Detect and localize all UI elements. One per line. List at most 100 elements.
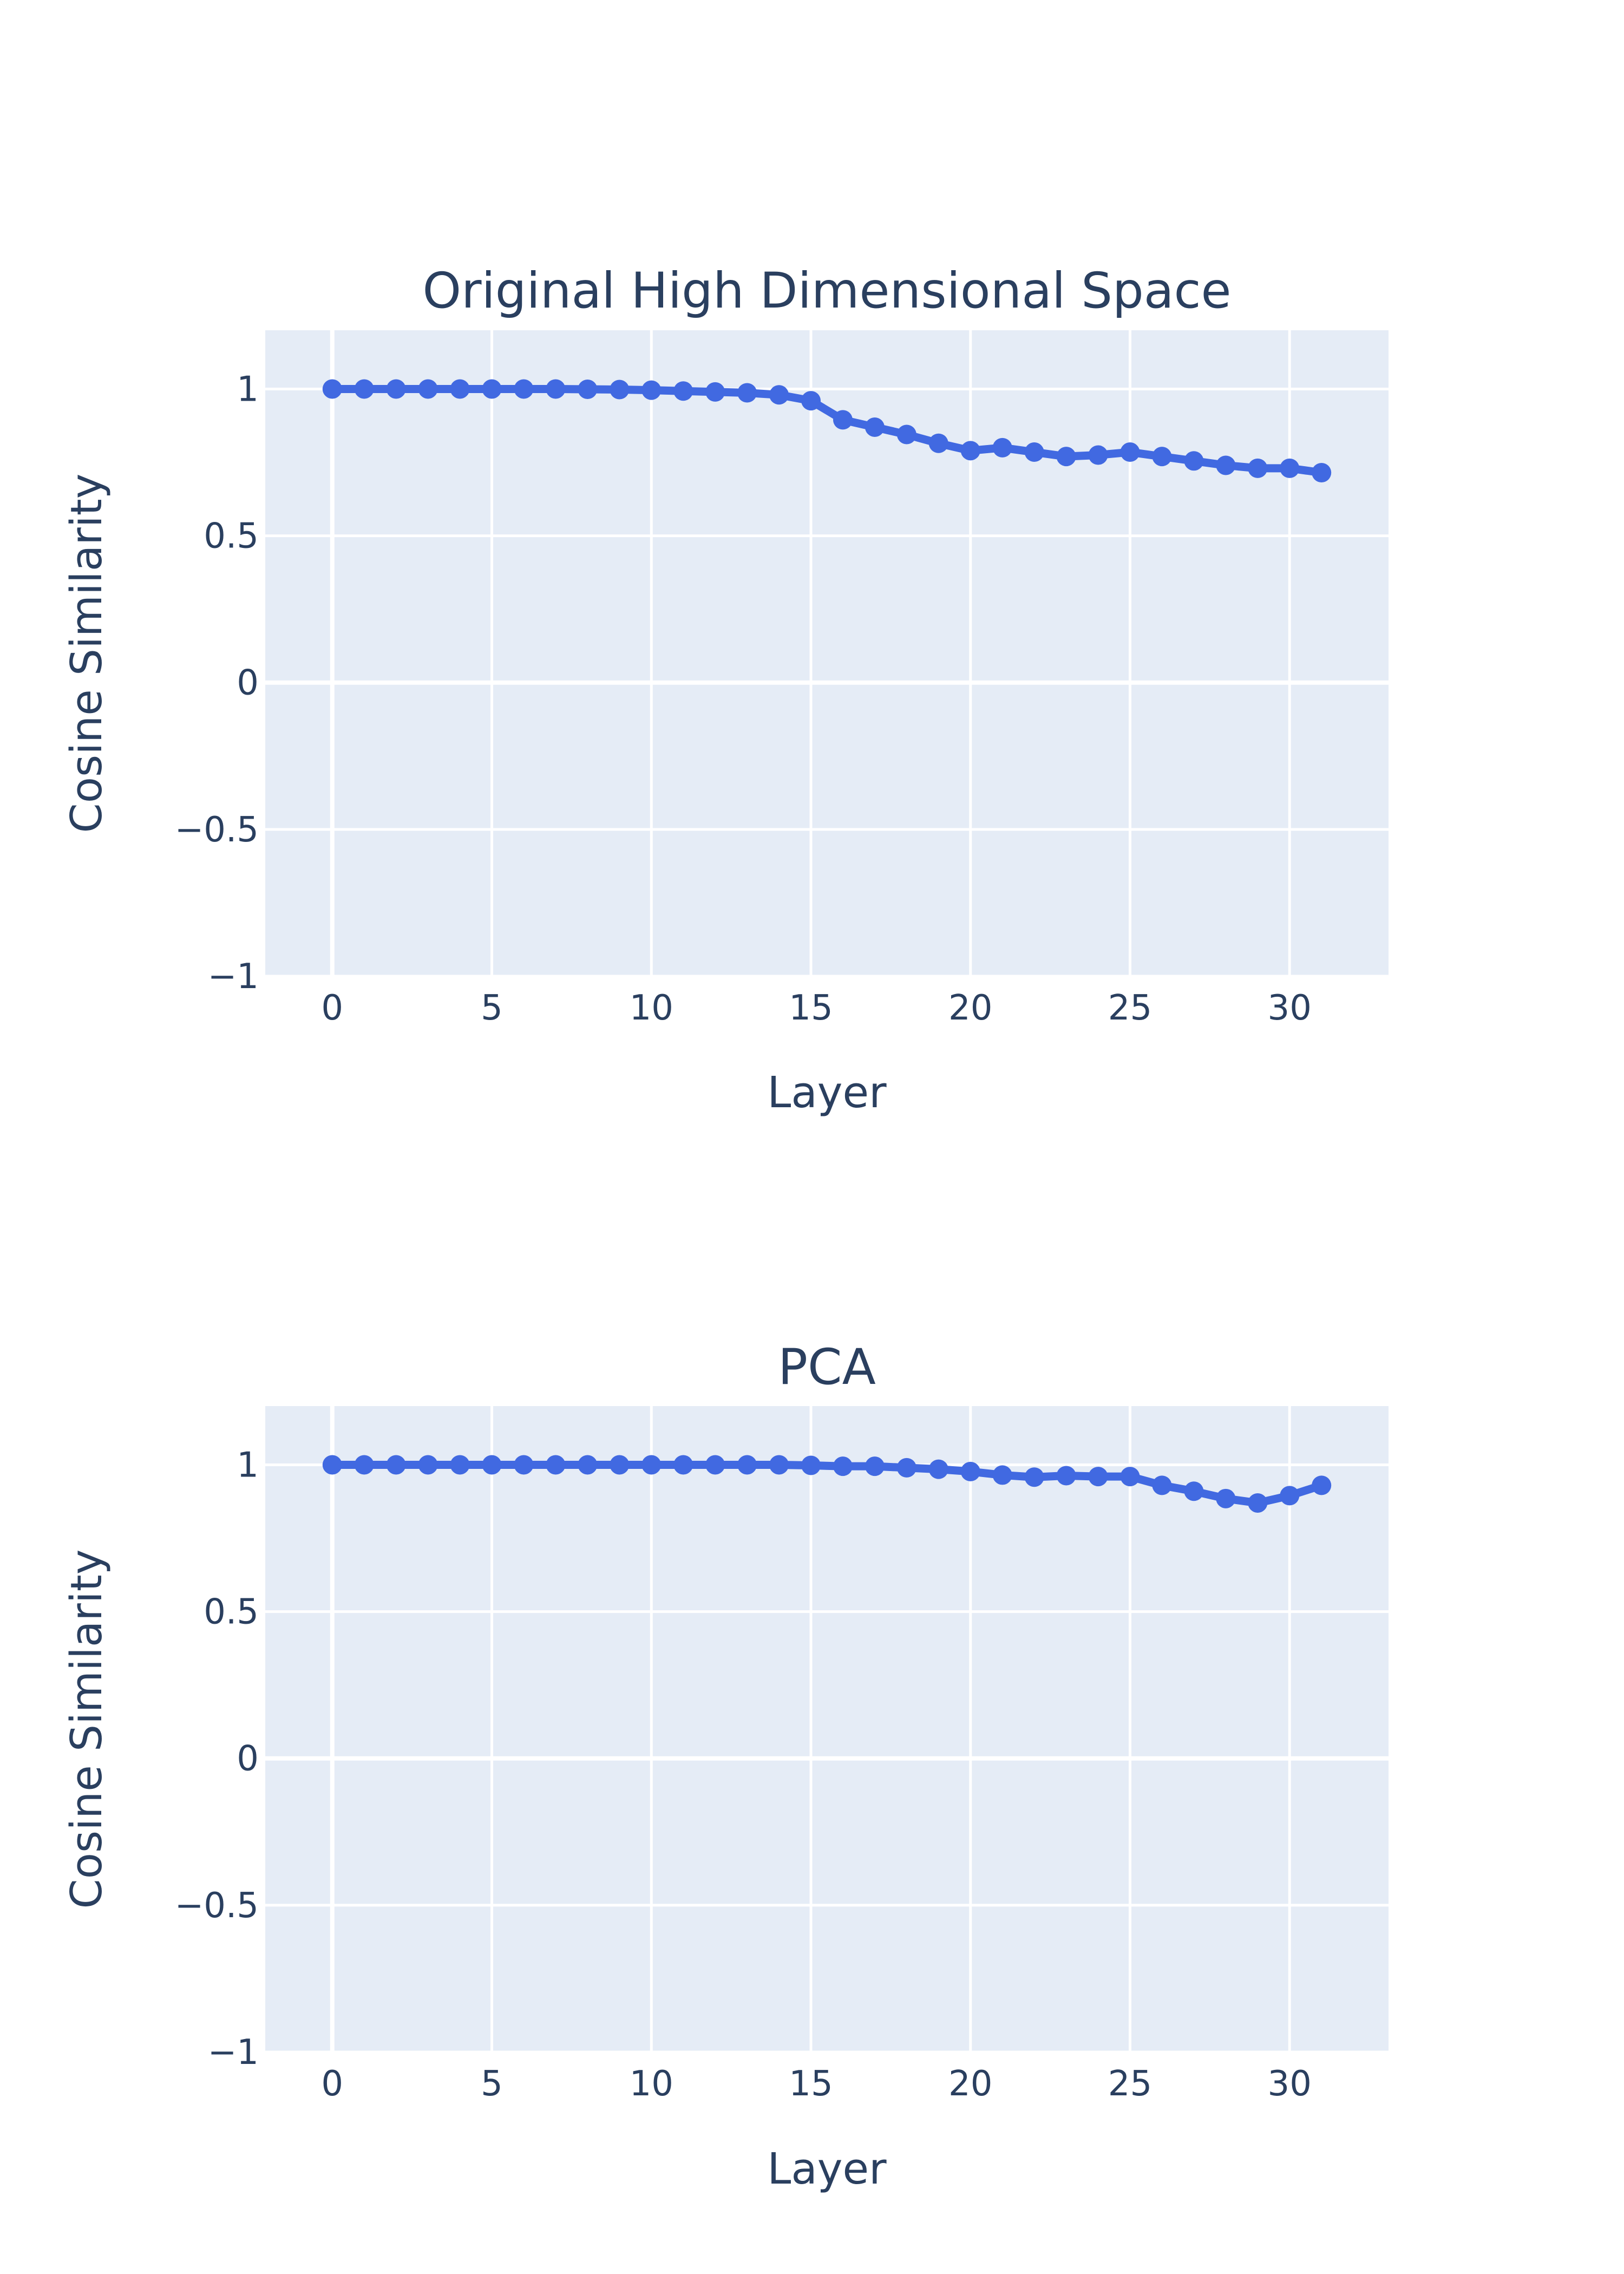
x-tick-label: 15	[789, 988, 833, 1028]
data-point	[418, 1455, 438, 1475]
data-point	[833, 1456, 853, 1476]
x-tick-label: 5	[481, 2064, 503, 2104]
data-point	[1184, 1481, 1204, 1501]
data-point	[1152, 1475, 1172, 1495]
x-tick-label: 20	[948, 2064, 992, 2104]
data-point	[610, 380, 630, 400]
data-point	[865, 1456, 885, 1476]
data-point	[865, 417, 885, 437]
data-point	[386, 1455, 406, 1475]
data-point	[896, 1458, 916, 1478]
data-points	[322, 379, 1332, 483]
data-point	[992, 1465, 1012, 1485]
y-tick-labels: −1 −0.5 0 0.5 1	[175, 1445, 259, 2073]
x-tick-label: 10	[630, 988, 673, 1028]
data-point	[1184, 451, 1204, 471]
data-point	[801, 391, 821, 411]
data-point	[482, 379, 502, 399]
data-point	[450, 379, 470, 399]
y-tick-label: 0.5	[204, 517, 259, 557]
data-point	[578, 379, 598, 399]
data-point	[705, 1455, 725, 1475]
data-point	[769, 1455, 789, 1475]
data-point	[1056, 1466, 1076, 1486]
data-point	[514, 1455, 534, 1475]
data-point	[610, 1455, 630, 1475]
data-point	[641, 1455, 662, 1475]
data-point	[673, 1455, 693, 1475]
y-tick-label: 1	[237, 1445, 259, 1485]
data-point	[960, 1461, 980, 1481]
data-point	[928, 433, 948, 453]
data-point	[1120, 442, 1140, 462]
y-tick-label: −0.5	[175, 810, 259, 850]
data-point	[801, 1455, 821, 1475]
x-tick-label: 0	[321, 2064, 343, 2104]
data-point	[705, 382, 725, 402]
x-tick-labels: 0 5 10 15 20 25 30	[321, 988, 1312, 1028]
data-point	[992, 437, 1012, 458]
y-tick-label: −1	[208, 957, 259, 997]
x-tick-label: 20	[948, 988, 992, 1028]
y-axis-title: Cosine Similarity	[62, 474, 112, 833]
subplot-original: 0 5 10 15 20 25 30 −1 −0.5 0 0.5 1 Original High D…	[62, 263, 1389, 1118]
chart-title: Original High Dimensional Space	[422, 263, 1231, 319]
data-point	[673, 381, 693, 401]
x-axis-title: Layer	[767, 1068, 887, 1118]
data-point	[833, 410, 853, 430]
data-point	[1024, 442, 1044, 462]
data-point	[1056, 447, 1076, 467]
data-point	[1216, 455, 1236, 475]
data-point	[1280, 1486, 1300, 1506]
x-tick-label: 10	[630, 2064, 673, 2104]
data-point	[1312, 463, 1332, 483]
data-point	[1088, 1467, 1108, 1487]
y-tick-labels: −1 −0.5 0 0.5 1	[175, 369, 259, 997]
data-point	[1152, 447, 1172, 467]
y-tick-label: 0	[237, 663, 259, 703]
data-point	[322, 379, 342, 399]
x-tick-label: 25	[1108, 988, 1152, 1028]
grid-lines	[265, 330, 1389, 978]
data-point	[1280, 458, 1300, 478]
x-tick-label: 15	[789, 2064, 833, 2104]
x-tick-label: 5	[481, 988, 503, 1028]
data-point	[1024, 1467, 1044, 1487]
data-point	[1120, 1467, 1140, 1487]
data-points	[322, 1455, 1332, 1513]
plot-area	[265, 1406, 1389, 2052]
data-point	[737, 1455, 757, 1475]
data-point	[386, 379, 406, 399]
plot-area	[265, 330, 1389, 976]
data-point	[354, 379, 374, 399]
y-tick-label: 1	[237, 369, 259, 409]
data-point	[514, 379, 534, 399]
chart-title: PCA	[778, 1339, 876, 1396]
data-point	[450, 1455, 470, 1475]
x-tick-label: 30	[1268, 988, 1312, 1028]
data-point	[1216, 1488, 1236, 1508]
y-tick-label: −1	[208, 2033, 259, 2073]
data-point	[1248, 458, 1268, 478]
y-tick-label: 0	[237, 1739, 259, 1779]
data-point	[769, 385, 789, 405]
y-tick-label: 0.5	[204, 1592, 259, 1632]
data-point	[546, 379, 566, 399]
y-axis-title: Cosine Similarity	[62, 1550, 112, 1909]
x-tick-label: 25	[1108, 2064, 1152, 2104]
x-tick-label: 30	[1268, 2064, 1312, 2104]
y-tick-label: −0.5	[175, 1886, 259, 1926]
data-point	[641, 380, 662, 400]
data-point	[578, 1455, 598, 1475]
data-point	[1088, 445, 1108, 465]
data-point	[418, 379, 438, 399]
data-point	[482, 1455, 502, 1475]
data-point	[1248, 1493, 1268, 1513]
x-axis-title: Layer	[767, 2144, 887, 2194]
data-point	[354, 1455, 374, 1475]
data-point	[737, 383, 757, 403]
data-point	[960, 441, 980, 461]
x-tick-labels: 0 5 10 15 20 25 30	[321, 2064, 1312, 2104]
x-tick-label: 0	[321, 988, 343, 1028]
